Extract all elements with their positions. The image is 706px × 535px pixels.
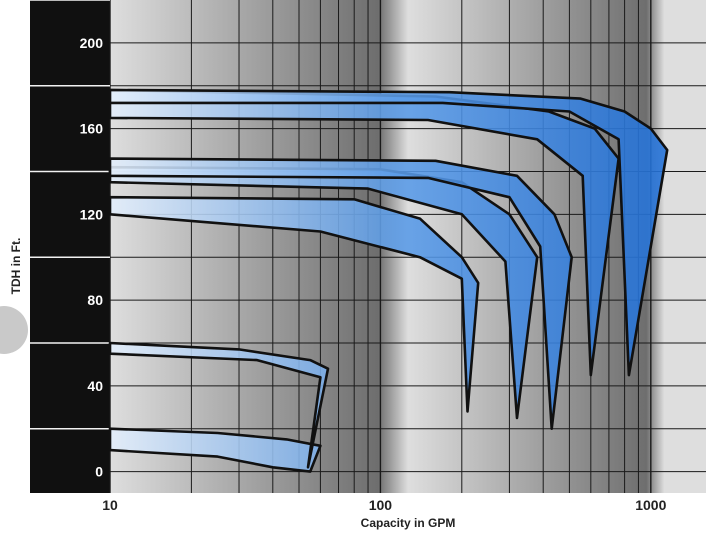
- pump-curve-2: [108, 341, 330, 469]
- pump-curves: [108, 88, 669, 473]
- x-tick-label: 1000: [635, 497, 666, 513]
- pump-curve-3: [108, 195, 480, 413]
- y-tick-label: 80: [87, 292, 103, 308]
- left-axis-band: [30, 0, 110, 493]
- y-axis-label: TDH in Ft.: [9, 238, 23, 295]
- x-tick-label: 100: [369, 497, 393, 513]
- pump-curve-1: [108, 427, 322, 473]
- y-tick-label: 120: [80, 206, 104, 222]
- y-tick-label: 40: [87, 378, 103, 394]
- y-tick-label: 200: [80, 35, 104, 51]
- y-tick-label: 0: [95, 464, 103, 480]
- axis-bullet: [0, 306, 28, 354]
- pump-curve-7: [108, 88, 669, 377]
- y-tick-label: 160: [80, 121, 104, 137]
- x-tick-labels: 10 100 1000: [102, 497, 666, 513]
- x-axis-label: Capacity in GPM: [361, 516, 456, 530]
- x-tick-label: 10: [102, 497, 118, 513]
- y-tick-labels: 0 40 80 120 160 200: [80, 35, 104, 480]
- pump-curve-5: [108, 157, 573, 430]
- y-axis-bands: [30, 0, 110, 430]
